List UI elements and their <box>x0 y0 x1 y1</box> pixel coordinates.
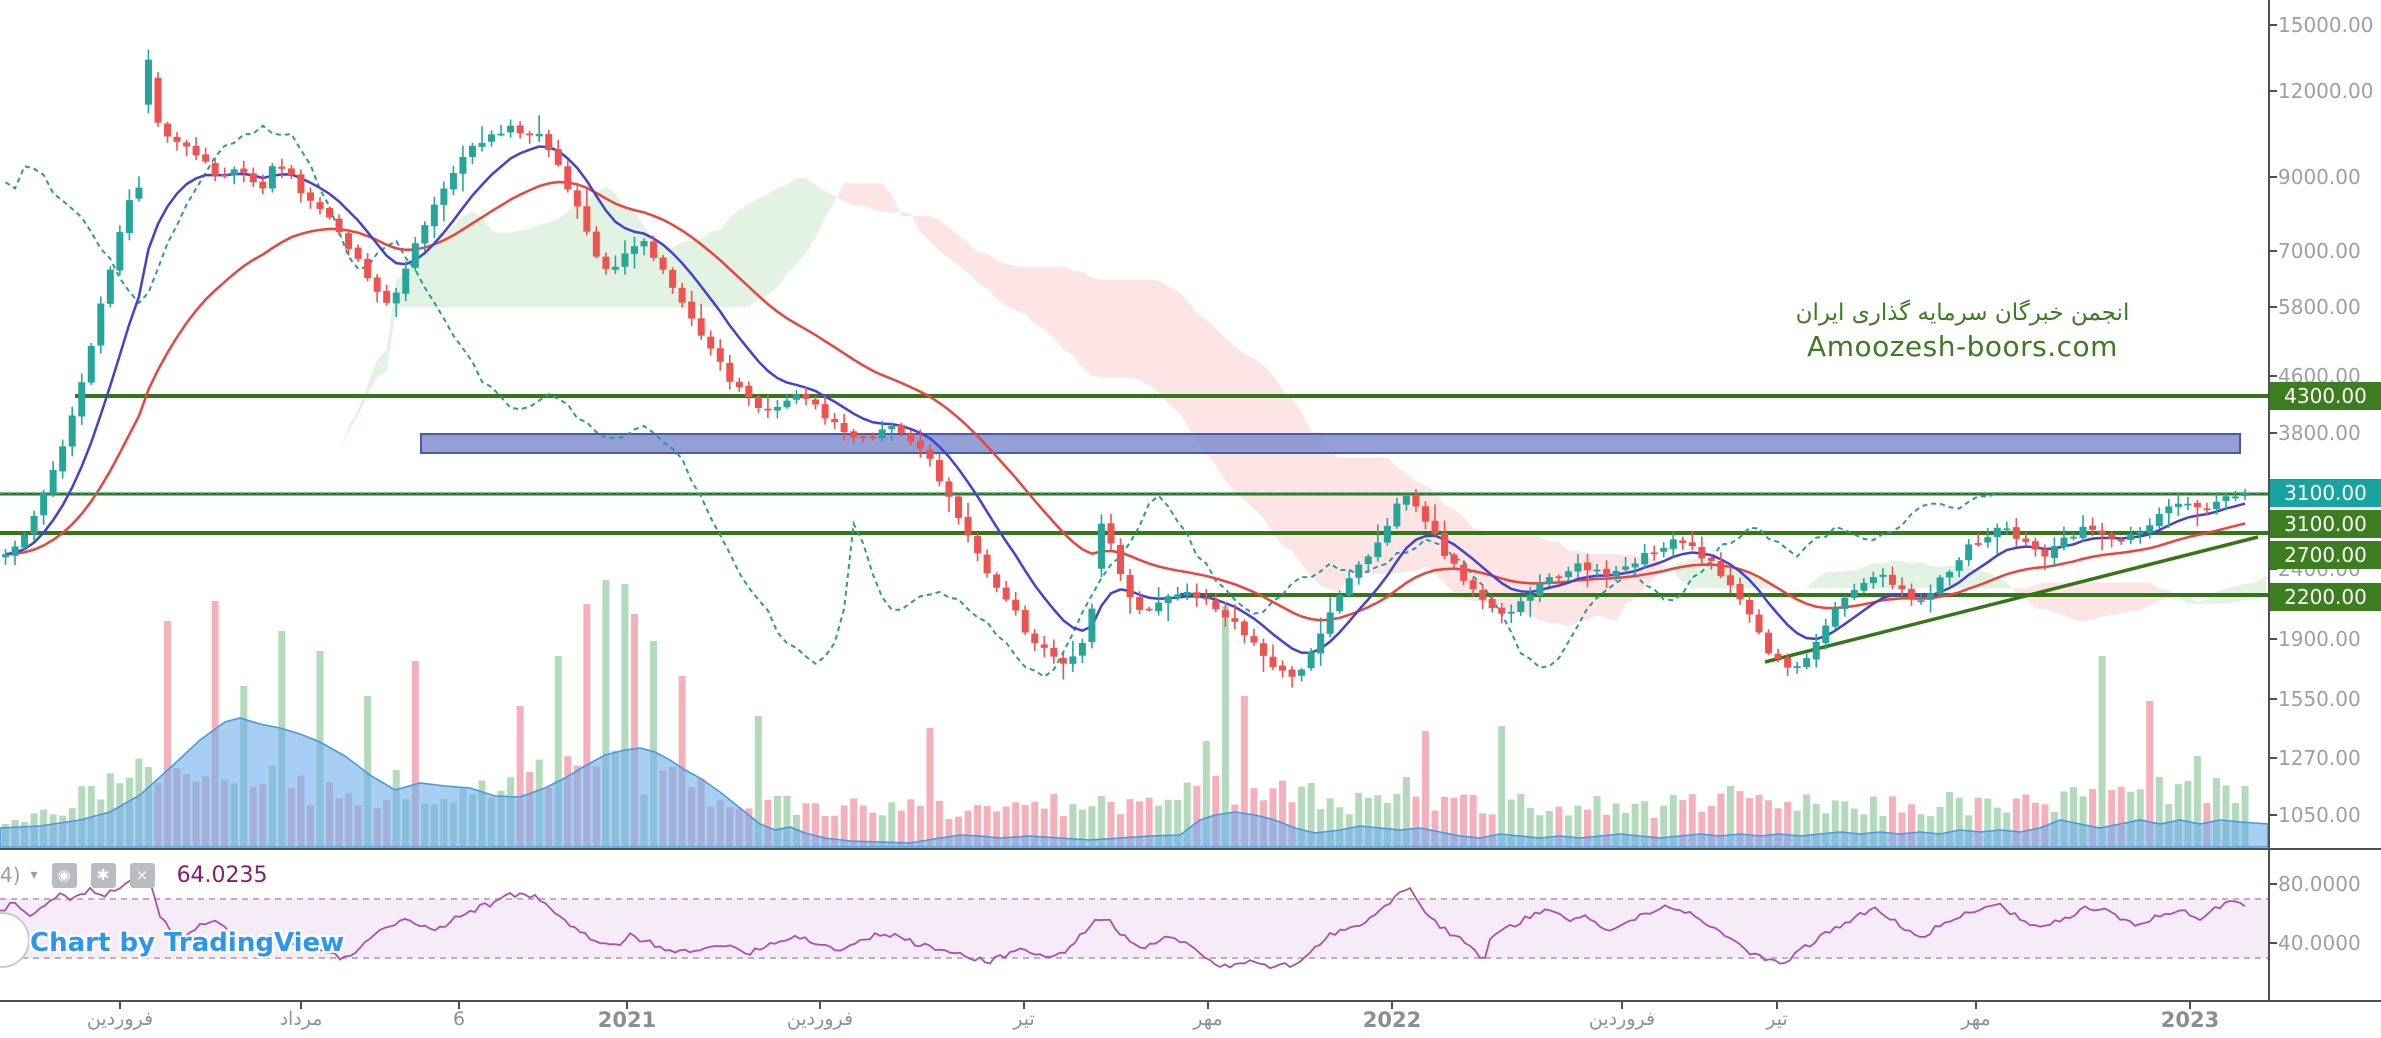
time-axis-label: فروردین <box>86 1008 154 1030</box>
watermark: انجمن خبرگان سرمایه گذاری ایران Amoozesh… <box>1790 300 2135 363</box>
level-price-label: 4300.00 <box>2270 382 2381 410</box>
time-axis-tick <box>1391 1000 1393 1009</box>
rsi-indicator-header: 4) ▾ ◉ ✱ × 64.0235 <box>0 860 268 890</box>
price-axis-label: 7000.00 <box>2278 239 2361 264</box>
price-axis-tick <box>2268 431 2277 434</box>
price-axis-label: 1550.00 <box>2278 687 2361 712</box>
price-axis-label: 12000.00 <box>2278 79 2374 104</box>
time-axis-tick <box>1207 1000 1209 1009</box>
price-axis-label: 3800.00 <box>2278 420 2361 445</box>
price-axis-tick <box>2268 375 2277 378</box>
close-icon[interactable]: × <box>129 862 155 888</box>
rsi-current-value: 64.0235 <box>176 862 268 888</box>
watermark-site-url: Amoozesh-boors.com <box>1807 330 2118 363</box>
time-axis-label: 2023 <box>2160 1008 2220 1032</box>
time-axis-tick <box>819 1000 821 1009</box>
time-axis-label: 6 <box>452 1008 466 1030</box>
time-axis-label: فروردین <box>1588 1008 1656 1030</box>
price-axis-label: 1900.00 <box>2278 626 2361 651</box>
rsi-line <box>0 876 2246 970</box>
time-axis-tick <box>119 1000 121 1009</box>
price-axis-label: 5800.00 <box>2278 295 2361 320</box>
price-axis-label: 1270.00 <box>2278 746 2361 771</box>
ichimoku-cloud <box>253 177 2266 627</box>
time-axis-tick <box>1621 1000 1623 1009</box>
rsi-axis-tick <box>2268 883 2277 886</box>
price-axis-tick <box>2268 698 2277 701</box>
time-axis-tick <box>300 1000 302 1009</box>
rsi-axis-tick <box>2268 942 2277 945</box>
time-axis-label: مهر <box>1961 1008 1991 1030</box>
price-axis-tick <box>2268 250 2277 253</box>
visibility-icon[interactable]: ◉ <box>51 862 77 888</box>
rsi-pane <box>0 876 2268 970</box>
time-axis-label: مهر <box>1193 1008 1223 1030</box>
price-axis-tick <box>2268 757 2277 760</box>
price-axis-label: 15000.00 <box>2278 13 2374 37</box>
chevron-down-icon[interactable]: ▾ <box>30 867 38 883</box>
rsi-axis-label: 80.0000 <box>2278 872 2361 897</box>
time-axis-label: 2021 <box>597 1008 657 1032</box>
tradingview-attribution-link[interactable]: Chart by TradingView <box>30 928 345 958</box>
price-axis-tick <box>2268 175 2277 178</box>
time-axis-tick <box>1975 1000 1977 1009</box>
time-axis-tick <box>1776 1000 1778 1009</box>
time-axis-tick <box>458 1000 460 1009</box>
price-axis-label: 9000.00 <box>2278 164 2361 189</box>
time-axis-tick <box>1023 1000 1025 1009</box>
rsi-axis-label: 40.0000 <box>2278 931 2361 956</box>
rsi-source-label: 4) <box>0 863 21 887</box>
price-axis-tick <box>2268 568 2277 571</box>
price-axis-tick <box>2268 306 2277 309</box>
time-axis-label: مرداد <box>279 1008 323 1030</box>
price-axis-label: 1050.00 <box>2278 802 2361 827</box>
level-price-label: 3100.00 <box>2270 510 2381 538</box>
slow-ma-line <box>5 180 2246 622</box>
fast-ma-line <box>5 145 2246 655</box>
time-axis-tick <box>2189 1000 2191 1009</box>
time-axis-label: 2022 <box>1362 1008 1422 1032</box>
resistance-zone-rectangle[interactable] <box>420 433 2241 454</box>
volume-ma-area <box>0 717 2269 848</box>
price-axis-tick <box>2268 24 2277 26</box>
price-axis-tick <box>2268 90 2277 93</box>
candlesticks <box>2 49 2249 688</box>
time-axis-label: تیر <box>1013 1008 1035 1030</box>
ascending-trendline[interactable] <box>1764 535 2259 664</box>
price-axis-tick <box>2268 813 2277 816</box>
price-axis-tick <box>2268 637 2277 640</box>
time-axis-label: فروردین <box>786 1008 854 1030</box>
current-price-label: 3100.00 <box>2270 479 2381 507</box>
watermark-persian-text: انجمن خبرگان سرمایه گذاری ایران <box>1795 300 2130 326</box>
settings-icon[interactable]: ✱ <box>90 862 116 888</box>
level-price-label: 2700.00 <box>2270 541 2381 569</box>
level-price-label: 2200.00 <box>2270 583 2381 611</box>
pane-divider[interactable] <box>0 848 2381 850</box>
time-axis-border <box>0 1000 2381 1002</box>
price-axis-border <box>2268 0 2270 1000</box>
time-axis-label: تیر <box>1766 1008 1788 1030</box>
time-axis-tick <box>626 1000 628 1009</box>
